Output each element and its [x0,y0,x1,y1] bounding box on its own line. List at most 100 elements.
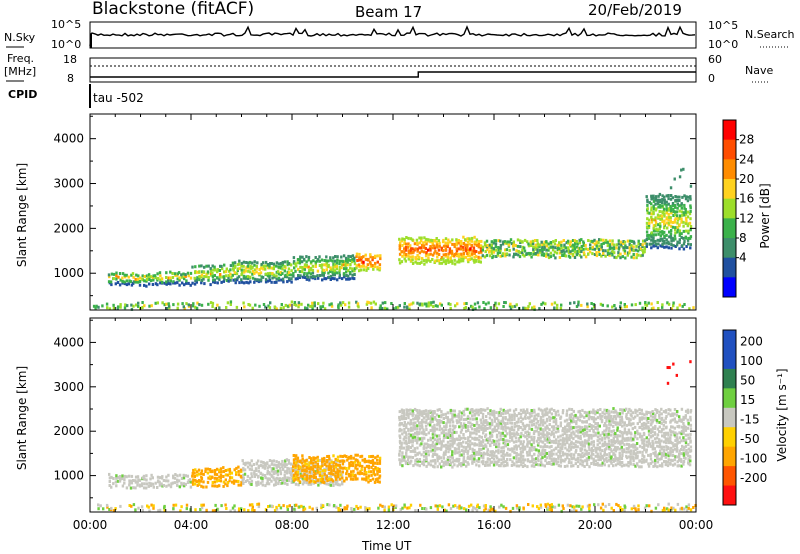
data-cell [480,448,483,451]
data-cell [365,266,368,270]
data-cell [326,503,329,507]
data-cell [610,461,613,465]
data-cell [663,212,666,216]
data-cell [409,428,413,432]
data-cell [218,475,221,479]
data-cell [398,415,401,419]
data-cell [303,507,307,511]
data-cell [636,437,639,441]
data-cell [468,411,472,415]
data-cell [340,266,343,270]
data-cell [493,451,496,455]
data-cell [540,302,543,306]
data-cell [290,273,294,277]
data-cell [250,475,254,479]
data-cell [216,484,219,488]
data-cell [656,228,659,232]
data-cell [643,448,646,452]
data-cell [592,452,595,456]
data-cell [554,438,558,442]
data-cell [416,414,420,418]
data-cell [292,476,295,480]
data-cell [431,417,434,421]
data-cell [421,302,424,306]
data-cell [684,441,688,445]
data-cell [475,238,479,242]
data-cell [510,428,514,432]
data-cell [569,301,572,305]
data-cell [662,453,666,457]
data-cell [425,446,428,450]
data-cell [670,307,673,311]
data-cell [523,246,526,250]
data-cell [654,461,657,465]
data-cell [572,420,576,424]
data-cell [474,307,477,311]
data-cell [581,428,585,432]
data-cell [685,219,688,223]
data-cell [466,258,470,262]
data-cell [491,439,494,442]
data-cell [581,426,584,430]
data-cell [532,252,535,256]
data-cell [658,210,661,213]
data-cell [621,441,624,445]
data-cell [537,253,540,257]
data-cell [404,246,408,249]
data-cell [478,447,481,451]
data-cell [132,275,135,279]
data-cell [337,463,340,467]
data-cell [246,478,249,482]
data-cell [612,443,615,447]
data-cell [413,242,417,246]
data-cell [537,463,540,467]
data-cell [608,426,611,430]
data-cell [488,422,492,426]
data-cell [659,244,662,248]
data-cell [299,472,302,476]
data-cell [554,430,558,434]
data-cell [665,414,668,418]
data-cell [420,442,423,446]
data-cell [446,447,450,450]
data-cell [314,265,317,268]
data-cell [321,464,324,468]
data-cell [571,248,574,252]
data-cell [601,444,604,448]
data-cell [619,462,622,466]
data-cell [531,239,535,243]
data-cell [663,226,666,230]
data-cell [259,271,263,275]
data-cell [519,426,522,429]
data-cell [643,239,647,243]
data-cell [429,444,432,447]
data-cell [502,441,505,445]
data-cell [447,252,450,256]
data-cell [470,454,474,458]
data-cell [677,464,681,468]
data-cell [293,478,296,482]
data-cell [401,244,404,247]
data-cell [354,464,358,467]
data-cell [290,277,293,281]
data-cell [684,229,688,233]
data-cell [578,425,582,429]
data-cell [495,442,498,446]
data-cell [321,305,325,309]
data-cell [331,273,335,277]
data-cell [526,423,529,427]
data-cell [660,439,663,443]
data-cell [130,481,134,485]
data-cell [438,244,441,248]
data-cell [540,247,544,251]
data-cell [281,277,285,281]
data-cell [497,445,500,449]
data-cell [506,439,509,443]
data-cell [275,463,278,467]
data-cell [419,302,422,306]
data-cell [609,447,612,451]
data-cell [350,507,353,510]
data-cell [476,426,479,430]
data-cell [621,255,624,259]
data-cell [297,483,300,487]
